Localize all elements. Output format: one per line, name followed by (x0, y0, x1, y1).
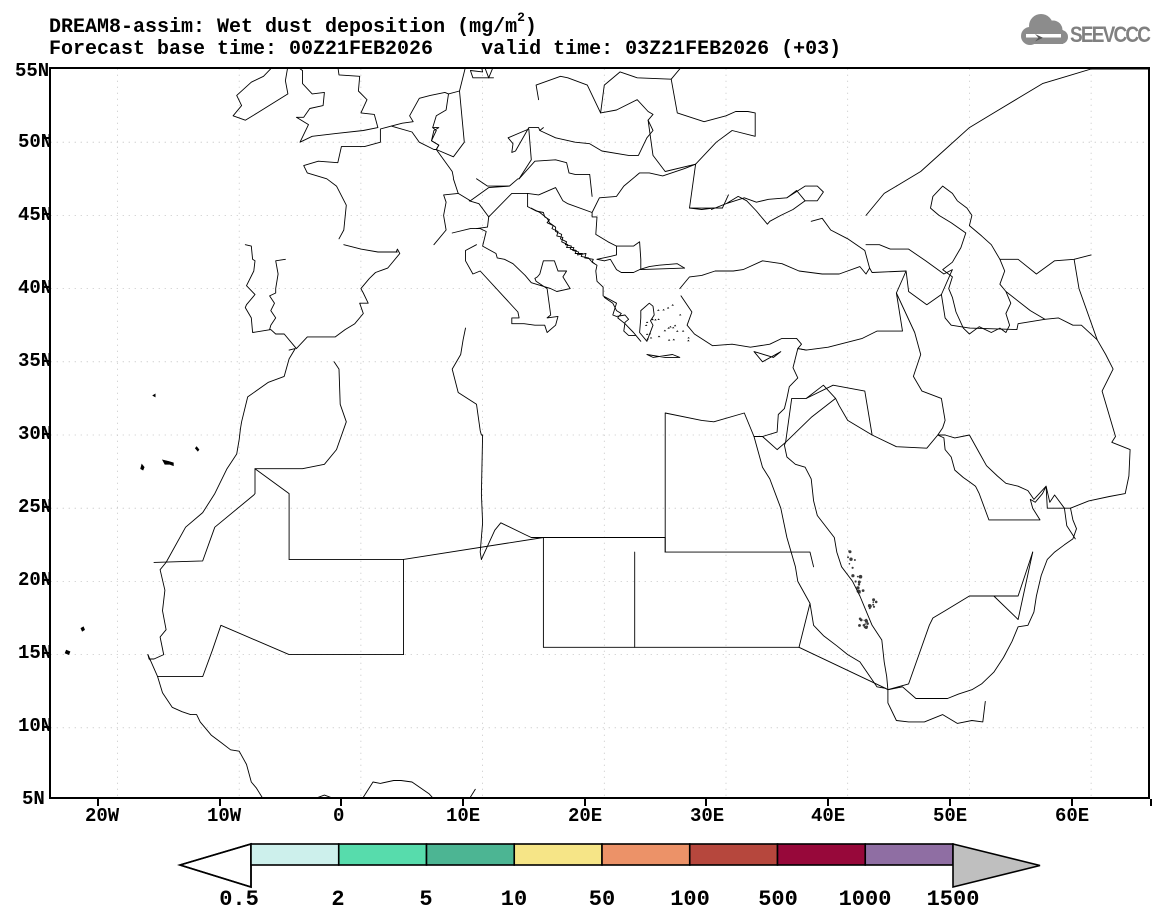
svg-text:0.5: 0.5 (219, 887, 259, 907)
svg-text:100: 100 (670, 887, 710, 907)
svg-text:50: 50 (589, 887, 615, 907)
svg-text:SEEVCCC: SEEVCCC (1070, 23, 1151, 48)
svg-text:5: 5 (419, 887, 432, 907)
svg-text:1500: 1500 (927, 887, 980, 907)
svg-text:500: 500 (758, 887, 798, 907)
svg-text:2: 2 (331, 887, 344, 907)
svg-text:10: 10 (501, 887, 527, 907)
svg-text:1000: 1000 (839, 887, 892, 907)
